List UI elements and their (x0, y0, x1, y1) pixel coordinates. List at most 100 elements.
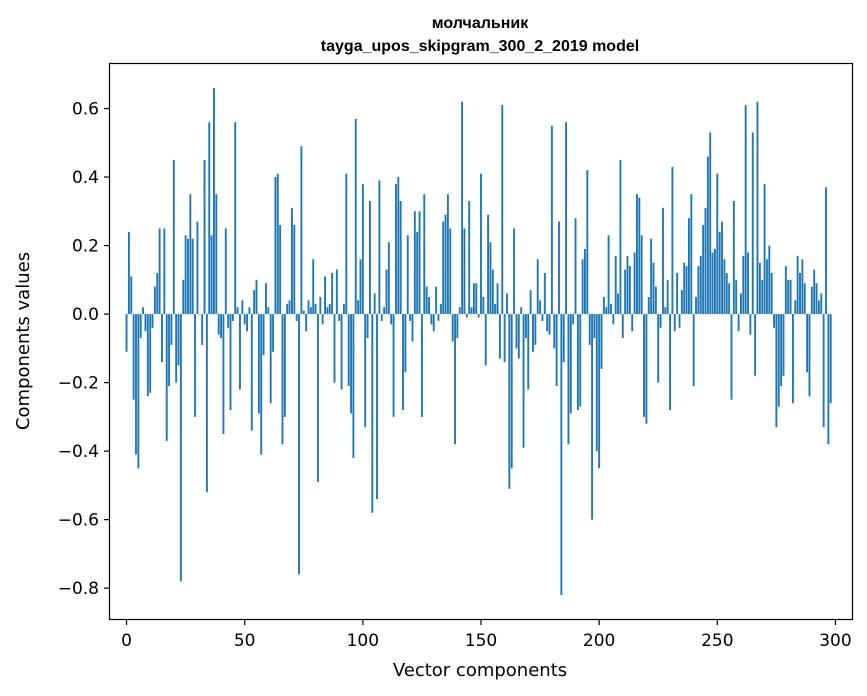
bar-103 (368, 201, 371, 315)
bar-75 (302, 310, 305, 315)
bar-51 (246, 314, 248, 332)
bar-214 (631, 314, 634, 332)
bar-135 (444, 214, 447, 315)
bar-13 (156, 272, 159, 315)
bar-250 (716, 173, 719, 315)
bar-212 (626, 255, 629, 315)
x-tick-label: 200 (583, 631, 615, 651)
bar-204 (607, 235, 610, 315)
bar-26 (187, 238, 189, 315)
y-tick-label: −0.2 (58, 374, 99, 394)
bar-84 (324, 276, 326, 315)
bar-237 (685, 266, 688, 315)
bar-202 (602, 296, 605, 315)
x-tick-label: 50 (234, 631, 256, 651)
bar-253 (723, 259, 726, 315)
bar-254 (725, 272, 728, 315)
bar-101 (364, 314, 367, 428)
x-tick-label: 150 (465, 631, 497, 651)
bar-6 (139, 314, 142, 339)
bar-31 (198, 314, 201, 315)
bar-124 (418, 211, 421, 315)
bar-125 (420, 314, 423, 417)
y-tick-label: −0.8 (58, 579, 99, 599)
bar-38 (215, 194, 218, 315)
bar-249 (714, 249, 716, 315)
bar-276 (777, 314, 780, 407)
bar-99 (359, 259, 362, 315)
bar-185 (562, 314, 565, 363)
bar-163 (510, 314, 513, 469)
bar-218 (640, 235, 643, 315)
bar-53 (250, 314, 253, 431)
bars-group (125, 87, 832, 596)
bar-19 (170, 314, 173, 345)
bar-241 (695, 296, 697, 315)
bar-92 (343, 303, 345, 315)
bar-64 (276, 173, 279, 315)
bar-37 (213, 87, 215, 315)
bar-244 (702, 225, 705, 315)
bar-133 (439, 303, 442, 315)
bar-17 (165, 314, 168, 441)
bar-20 (172, 159, 175, 315)
bar-248 (711, 252, 714, 315)
bar-90 (338, 314, 341, 321)
bar-134 (442, 221, 445, 315)
y-tick-label: 0.4 (72, 168, 99, 188)
x-axis-label: Vector components (393, 660, 567, 681)
bar-14 (158, 228, 161, 315)
bar-158 (498, 314, 501, 359)
bar-273 (770, 272, 773, 315)
bar-143 (463, 228, 466, 315)
bar-46 (234, 122, 237, 315)
bar-97 (354, 118, 357, 315)
bar-296 (825, 187, 827, 315)
bar-174 (536, 259, 539, 315)
bar-109 (383, 307, 386, 315)
bar-168 (522, 314, 525, 448)
bar-184 (560, 314, 563, 596)
bar-94 (347, 314, 350, 387)
bar-289 (808, 314, 811, 397)
bar-279 (784, 266, 787, 315)
bar-295 (822, 314, 825, 428)
bar-216 (636, 194, 638, 315)
bar-294 (820, 293, 823, 315)
bar-155 (491, 269, 494, 315)
bar-292 (815, 283, 818, 315)
bar-34 (205, 314, 208, 493)
bar-127 (425, 286, 428, 315)
bar-164 (513, 228, 516, 315)
bar-16 (163, 228, 166, 315)
bar-25 (184, 235, 187, 315)
bar-156 (494, 303, 497, 315)
y-tick-label: −0.4 (58, 442, 99, 462)
bar-269 (761, 279, 764, 315)
bar-284 (796, 255, 799, 315)
bar-177 (543, 272, 546, 315)
bar-63 (274, 177, 277, 315)
bar-199 (595, 314, 598, 452)
bar-281 (789, 279, 792, 315)
bar-107 (378, 180, 381, 315)
bar-82 (319, 296, 322, 315)
bar-150 (480, 173, 482, 315)
bar-274 (773, 314, 775, 328)
bar-77 (307, 300, 310, 315)
bar-58 (262, 314, 265, 356)
bar-152 (484, 314, 487, 366)
bar-88 (333, 314, 336, 383)
bar-61 (269, 314, 272, 404)
bar-227 (662, 207, 664, 315)
bar-256 (730, 314, 733, 400)
bar-23 (179, 314, 182, 582)
bar-8 (144, 314, 147, 332)
bar-62 (272, 314, 274, 352)
bar-235 (680, 290, 683, 315)
bar-225 (657, 314, 660, 383)
bar-86 (328, 303, 331, 315)
bar-178 (546, 314, 549, 332)
plot-frame (108, 62, 854, 621)
bar-110 (385, 269, 388, 315)
